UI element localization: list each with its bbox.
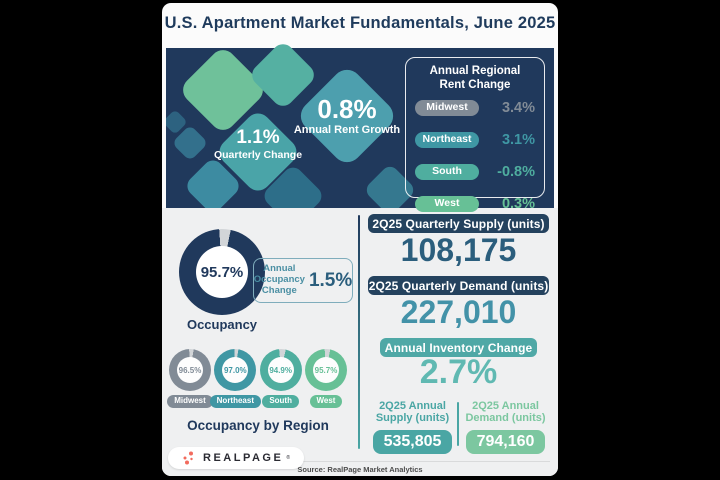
- regional-title-line2: Rent Change: [439, 78, 511, 91]
- annual-demand-label-line1: 2Q25 Annual: [472, 400, 539, 412]
- realpage-dots-icon: [183, 451, 193, 465]
- quarterly-demand-value: 227,010: [400, 294, 517, 330]
- northeast-donut-value: 97.0%: [222, 357, 249, 383]
- annual-rent-growth-stat: 0.8% Annual Rent Growth: [292, 96, 402, 137]
- annual-supply-label-line2: Supply (units): [375, 412, 450, 425]
- south-donut-chart: 94.9%: [259, 349, 302, 391]
- region-col-west: 95.7% West: [304, 349, 348, 408]
- northeast-badge: Northeast: [209, 395, 261, 408]
- south-badge: South: [262, 395, 299, 408]
- occ-change-line3: Change: [261, 284, 297, 296]
- page-title: U.S. Apartment Market Fundamentals, June…: [164, 14, 556, 32]
- infographic-card: U.S. Apartment Market Fundamentals, June…: [162, 3, 558, 476]
- midwest-donut-value: 96.5%: [177, 357, 203, 383]
- annual-supply-demand-row: 2Q25 Annual Supply (units) 535,805 2Q25 …: [366, 400, 552, 454]
- annual-rent-growth-value: 0.8%: [317, 94, 377, 124]
- trademark-symbol: ®: [286, 455, 290, 461]
- inventory-change-header: Annual Inventory Change: [380, 338, 537, 357]
- quarterly-demand-header: 2Q25 Quarterly Demand (units): [368, 276, 549, 295]
- inventory-change-value: 2.7%: [419, 353, 498, 391]
- south-donut-value: 94.9%: [267, 357, 294, 383]
- annual-supply-label-line1: 2Q25 Annual: [379, 400, 446, 412]
- quarterly-change-stat: 1.1% Quarterly Change: [203, 128, 313, 161]
- occupancy-donut-chart: 95.7%: [179, 229, 265, 315]
- rent-row-midwest: Midwest 3.4%: [406, 99, 544, 117]
- rent-value: 3.1%: [501, 132, 535, 149]
- rent-value: 0.3%: [501, 196, 535, 213]
- west-badge: West: [309, 395, 343, 408]
- annual-demand-label-line2: Demand (units): [465, 412, 546, 425]
- occupancy-label: Occupancy: [186, 317, 258, 332]
- region-badge: Midwest: [415, 99, 479, 117]
- midwest-donut-chart: 96.5%: [169, 349, 211, 391]
- annual-supply-cell: 2Q25 Annual Supply (units) 535,805: [366, 400, 459, 454]
- quarterly-change-value: 1.1%: [236, 127, 280, 148]
- occ-change-line2: Occupancy: [253, 274, 305, 286]
- annual-stats-divider: [457, 402, 459, 446]
- quarterly-supply-value: 108,175: [400, 232, 517, 268]
- occupancy-by-region-title: Occupancy by Region: [187, 418, 329, 433]
- region-col-northeast: 97.0% Northeast: [209, 349, 261, 408]
- annual-rent-growth-label: Annual Rent Growth: [293, 124, 401, 136]
- regional-rent-change-title: Annual Regional Rent Change: [406, 65, 544, 93]
- realpage-logo-text: REALPAGE: [203, 452, 284, 464]
- regional-rent-change-panel: Annual Regional Rent Change Midwest 3.4%…: [405, 57, 545, 213]
- regional-occupancy-charts: 96.5% Midwest 97.0% Northeast 94.9% Sout…: [167, 349, 348, 408]
- rent-value: 3.4%: [501, 100, 535, 117]
- annual-supply-label: 2Q25 Annual Supply (units): [376, 400, 449, 425]
- annual-supply-value: 535,805: [372, 429, 453, 454]
- northeast-donut-chart: 97.0%: [214, 349, 257, 391]
- annual-occupancy-change-value: 1.5%: [308, 269, 353, 291]
- realpage-logo: REALPAGE ®: [168, 447, 304, 469]
- quarterly-change-label: Quarterly Change: [213, 149, 303, 161]
- occ-change-line1: Annual: [263, 263, 296, 275]
- footer-divider: [170, 461, 550, 462]
- annual-demand-cell: 2Q25 Annual Demand (units) 794,160: [459, 400, 552, 454]
- rent-row-south: South -0.8%: [406, 163, 544, 181]
- region-badge: South: [415, 163, 479, 181]
- regional-rent-rows: Midwest 3.4% Northeast 3.1% South -0.8% …: [406, 99, 544, 213]
- banner: 1.1% Quarterly Change 0.8% Annual Rent G…: [166, 40, 554, 208]
- west-donut-chart: 95.7%: [304, 349, 347, 391]
- rent-value: -0.8%: [497, 164, 535, 181]
- source-attribution: Source: RealPage Market Analytics: [297, 465, 423, 474]
- annual-demand-value: 794,160: [465, 429, 546, 454]
- regional-title-line1: Annual Regional: [429, 65, 521, 77]
- midwest-badge: Midwest: [167, 395, 213, 408]
- rent-row-west: West 0.3%: [406, 195, 544, 213]
- west-donut-value: 95.7%: [312, 357, 339, 383]
- vertical-divider: [358, 215, 360, 449]
- quarterly-supply-header: 2Q25 Quarterly Supply (units): [368, 214, 549, 233]
- region-badge: West: [415, 195, 479, 213]
- region-badge: Northeast: [415, 131, 479, 149]
- region-col-midwest: 96.5% Midwest: [167, 349, 213, 408]
- rent-row-northeast: Northeast 3.1%: [406, 131, 544, 149]
- annual-occupancy-change-box: Annual Occupancy Change 1.5%: [253, 258, 353, 303]
- region-col-south: 94.9% South: [259, 349, 303, 408]
- occupancy-donut-value: 95.7%: [196, 246, 248, 298]
- annual-occupancy-change-label: Annual Occupancy Change: [253, 263, 305, 297]
- annual-demand-label: 2Q25 Annual Demand (units): [465, 400, 545, 425]
